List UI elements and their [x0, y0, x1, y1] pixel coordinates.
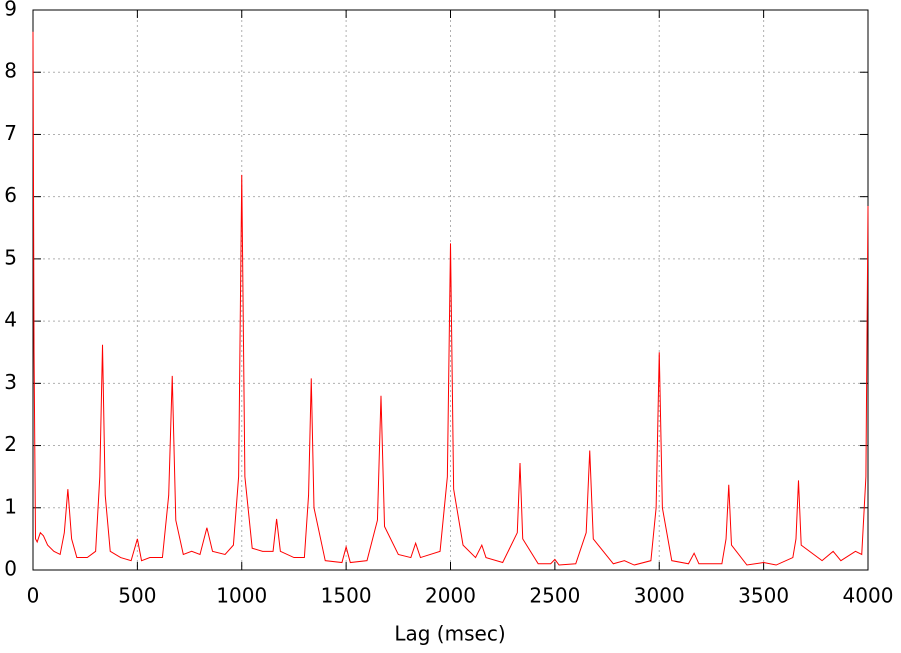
y-tick-label: 4	[4, 308, 17, 332]
x-tick-label: 0	[27, 584, 40, 608]
y-tick-label: 3	[4, 370, 17, 394]
data-line	[32, 31, 869, 566]
x-axis-label: Lag (msec)	[394, 622, 505, 646]
y-tick-label: 7	[4, 121, 17, 145]
x-tick-label: 3500	[738, 584, 789, 608]
x-tick-label: 4000	[843, 584, 894, 608]
y-tick-label: 9	[4, 0, 17, 21]
x-tick-label: 3000	[634, 584, 685, 608]
y-tick-label: 0	[4, 557, 17, 581]
x-tick-label: 1500	[321, 584, 372, 608]
y-tick-label: 2	[4, 432, 17, 456]
x-tick-label: 2500	[529, 584, 580, 608]
y-tick-label: 8	[4, 59, 17, 83]
x-tick-label: 2000	[425, 584, 476, 608]
x-tick-label: 500	[118, 584, 156, 608]
x-tick-label: 1000	[216, 584, 267, 608]
y-tick-label: 6	[4, 183, 17, 207]
y-tick-label: 1	[4, 494, 17, 518]
plot-frame	[32, 9, 869, 571]
y-tick-label: 5	[4, 245, 17, 269]
